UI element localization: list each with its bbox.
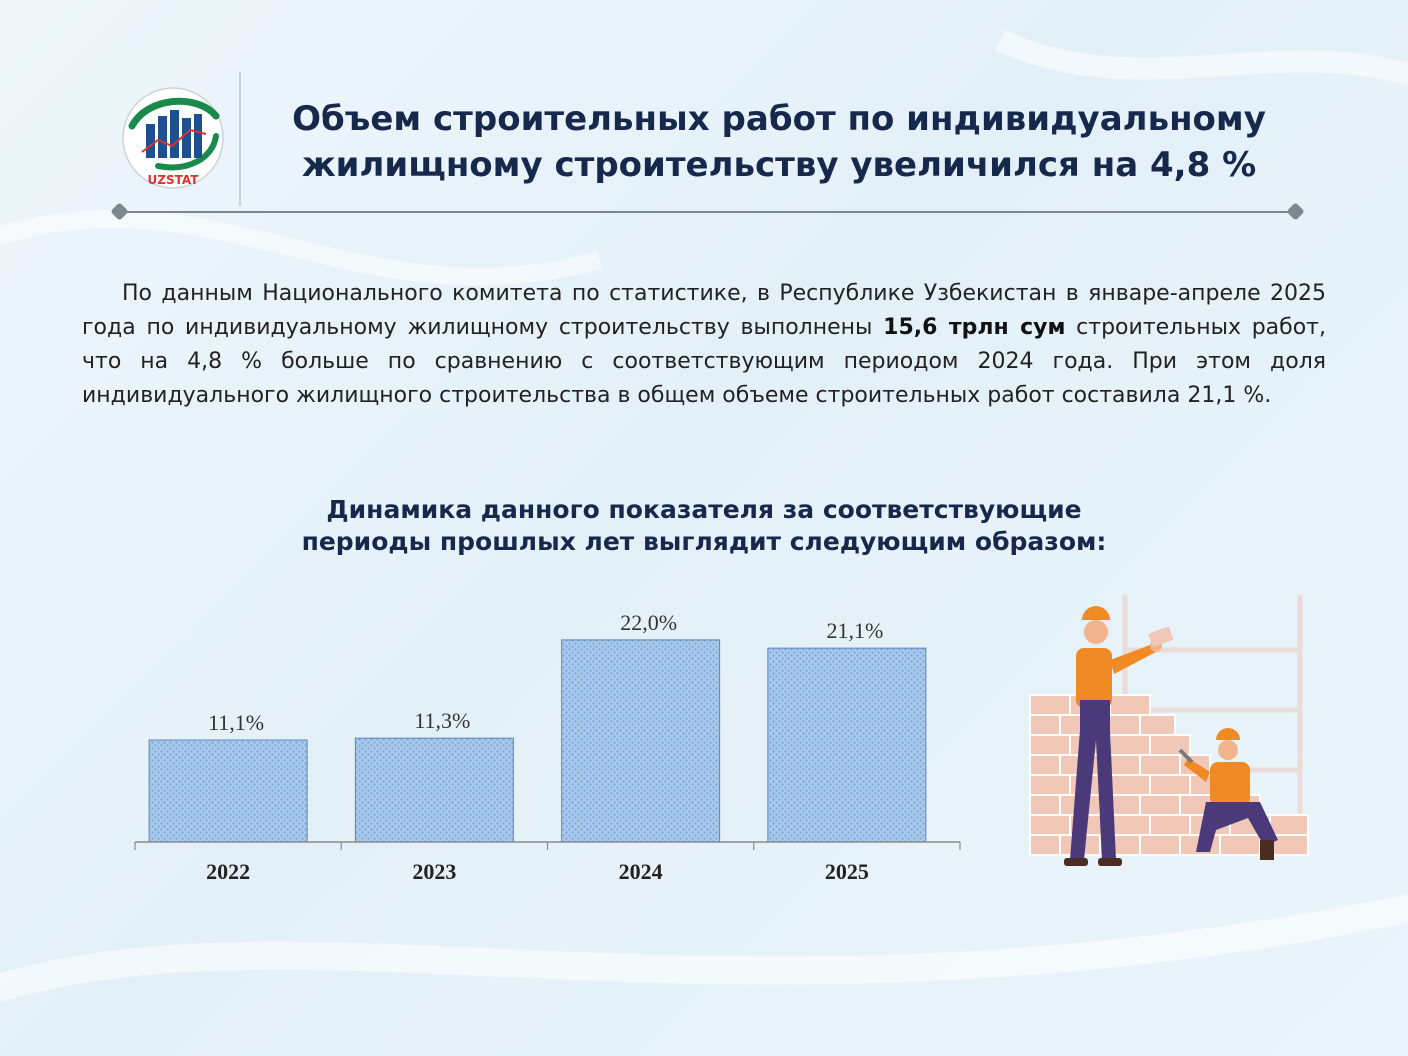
para-text-1: По данным Национального комитета по стат… <box>82 281 1326 340</box>
page-title: Объем строительных работ по индивидуальн… <box>250 96 1308 188</box>
header-rule <box>118 211 1296 213</box>
summary-paragraph: По данным Национального комитета по стат… <box>82 277 1326 413</box>
tick-label-2023: 2023 <box>412 859 456 884</box>
rule-dot-right <box>1286 202 1305 221</box>
data-label-2022: 11,1% <box>208 710 264 735</box>
bar-2022 <box>148 739 308 843</box>
rule-dot-left <box>110 202 129 221</box>
uzstat-logo: UZSTAT <box>122 87 224 189</box>
chart-heading-line-1: Динамика данного показателя за соответст… <box>326 495 1082 524</box>
chart-heading: Динамика данного показателя за соответст… <box>250 494 1158 558</box>
bar-2023 <box>354 737 514 843</box>
para-bold-value: 15,6 трлн сум <box>883 315 1066 340</box>
data-label-2024: 22,0% <box>620 610 677 635</box>
bar-2024 <box>561 639 721 843</box>
data-label-2023: 11,3% <box>414 708 470 733</box>
data-label-2025: 21,1% <box>826 618 883 643</box>
logo-text: UZSTAT <box>148 173 200 187</box>
bar-chart: 11,1% 2022 11,3% 2023 22,0% 2024 21,1% 2025 <box>134 610 961 884</box>
workers-illustration <box>1029 595 1309 866</box>
chart-heading-line-2: периоды прошлых лет выглядит следующим о… <box>301 527 1107 556</box>
title-line-2: жилищному строительству увеличился на 4,… <box>301 145 1257 185</box>
tick-label-2022: 2022 <box>206 859 250 884</box>
title-line-1: Объем строительных работ по индивидуальн… <box>292 99 1266 139</box>
para-text-2: строительных работ, что на 4,8 % больше … <box>82 315 1326 408</box>
tick-label-2024: 2024 <box>619 859 663 884</box>
tick-label-2025: 2025 <box>825 859 869 884</box>
bar-2025 <box>767 647 927 843</box>
header-divider <box>239 72 241 206</box>
